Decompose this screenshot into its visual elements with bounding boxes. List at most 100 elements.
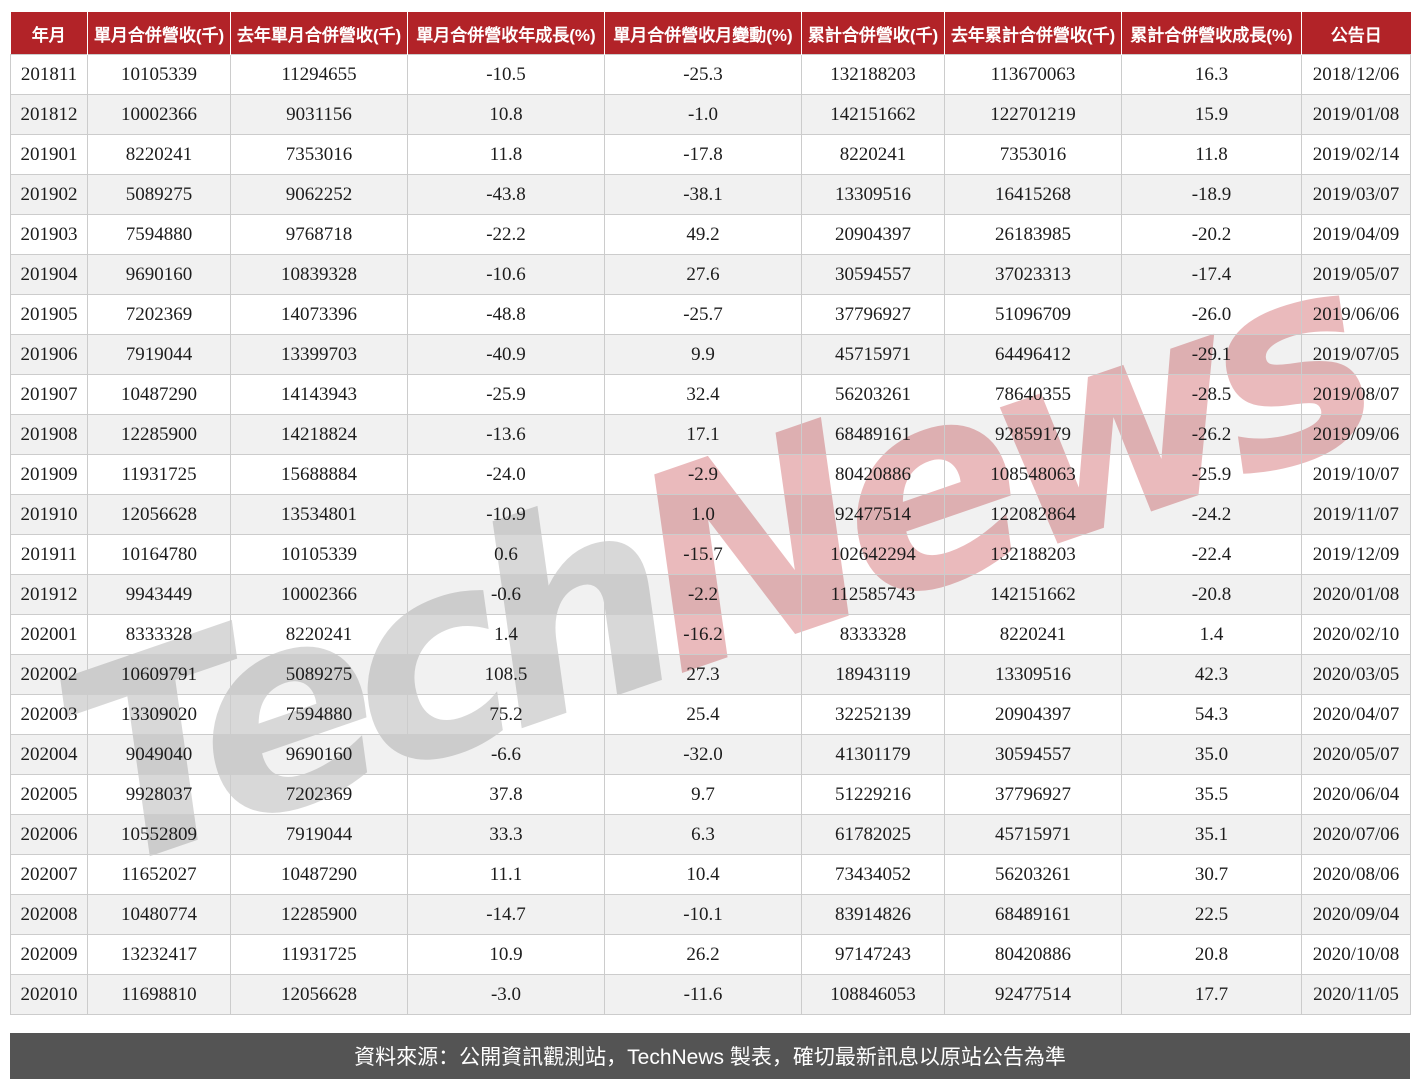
cell: 26.2 <box>604 934 802 975</box>
cell: 202002 <box>10 654 88 695</box>
table-row: 202006 10552809 7919044 33.3 6.3 61782025 4571… <box>10 814 1411 855</box>
cell: 10105339 <box>230 534 408 575</box>
cell: 2019/05/07 <box>1301 254 1411 295</box>
cell: -13.6 <box>407 414 605 455</box>
cell: 108548063 <box>944 454 1122 495</box>
cell: 202007 <box>10 854 88 895</box>
table-row: 202007 11652027 10487290 11.1 10.4 73434052 56… <box>10 854 1411 895</box>
cell: 202001 <box>10 614 88 655</box>
cell: -26.2 <box>1121 414 1302 455</box>
cell: 5089275 <box>230 654 408 695</box>
cell: -25.9 <box>1121 454 1302 495</box>
cell: 112585743 <box>801 574 945 615</box>
cell: 17.1 <box>604 414 802 455</box>
cell: 13232417 <box>87 934 231 975</box>
cell: -48.8 <box>407 294 605 335</box>
cell: 42.3 <box>1121 654 1302 695</box>
cell: 9.9 <box>604 334 802 375</box>
cell: 13309516 <box>801 174 945 215</box>
table-body: 201811 10105339 11294655 -10.5 -25.3 13218820… <box>10 54 1411 1015</box>
cell: -2.2 <box>604 574 802 615</box>
source-footer: 資料來源：公開資訊觀測站，TechNews 製表，確切最新訊息以原站公告為準 <box>10 1033 1410 1079</box>
cell: 2020/02/10 <box>1301 614 1411 655</box>
cell: 54.3 <box>1121 694 1302 735</box>
cell: 201908 <box>10 414 88 455</box>
cell: -6.6 <box>407 734 605 775</box>
cell: 2019/01/08 <box>1301 94 1411 135</box>
cell: 2018/12/06 <box>1301 54 1411 95</box>
cell: 10105339 <box>87 54 231 95</box>
cell: 2019/06/06 <box>1301 294 1411 335</box>
cell: 201812 <box>10 94 88 135</box>
cell: 8220241 <box>944 614 1122 655</box>
cell: 7202369 <box>87 294 231 335</box>
cell: 33.3 <box>407 814 605 855</box>
cell: 13399703 <box>230 334 408 375</box>
cell: 30594557 <box>801 254 945 295</box>
column-header: 單月合併營收月變動(%) <box>604 12 802 55</box>
cell: 9049040 <box>87 734 231 775</box>
cell: 12285900 <box>230 894 408 935</box>
cell: -24.2 <box>1121 494 1302 535</box>
table-row: 202009 13232417 11931725 10.9 26.2 97147243 80… <box>10 934 1411 975</box>
cell: -2.9 <box>604 454 802 495</box>
cell: 92477514 <box>801 494 945 535</box>
cell: 35.5 <box>1121 774 1302 815</box>
cell: 201906 <box>10 334 88 375</box>
table-row: 201910 12056628 13534801 -10.9 1.0 92477514 12… <box>10 494 1411 535</box>
cell: 1.0 <box>604 494 802 535</box>
table-header: 年月 單月合併營收(千) 去年單月合併營收(千) 單月合併營收年成長(%) 單月合併營收… <box>10 12 1411 55</box>
cell: -18.9 <box>1121 174 1302 215</box>
cell: 10002366 <box>87 94 231 135</box>
cell: 9928037 <box>87 774 231 815</box>
cell: -17.8 <box>604 134 802 175</box>
cell: 12056628 <box>87 494 231 535</box>
cell: 201907 <box>10 374 88 415</box>
cell: 2020/11/05 <box>1301 974 1411 1015</box>
cell: -3.0 <box>407 974 605 1015</box>
cell: 2019/11/07 <box>1301 494 1411 535</box>
cell: 201911 <box>10 534 88 575</box>
cell: 45715971 <box>944 814 1122 855</box>
cell: 1.4 <box>1121 614 1302 655</box>
source-footer-text: 資料來源：公開資訊觀測站，TechNews 製表，確切最新訊息以原站公告為準 <box>354 1046 1066 1069</box>
cell: 202006 <box>10 814 88 855</box>
cell: -22.2 <box>407 214 605 255</box>
cell: 9768718 <box>230 214 408 255</box>
cell: -1.0 <box>604 94 802 135</box>
column-header: 單月合併營收(千) <box>87 12 231 55</box>
cell: 102642294 <box>801 534 945 575</box>
column-header: 去年累計合併營收(千) <box>944 12 1122 55</box>
table-row: 201906 7919044 13399703 -40.9 9.9 45715971 644… <box>10 334 1411 375</box>
cell: 108846053 <box>801 974 945 1015</box>
cell: 8220241 <box>801 134 945 175</box>
cell: -10.6 <box>407 254 605 295</box>
table-row: 201912 9943449 10002366 -0.6 -2.2 112585743 14… <box>10 574 1411 615</box>
cell: -20.8 <box>1121 574 1302 615</box>
cell: 9062252 <box>230 174 408 215</box>
cell: 1.4 <box>407 614 605 655</box>
cell: 7202369 <box>230 774 408 815</box>
cell: -32.0 <box>604 734 802 775</box>
cell: 7919044 <box>230 814 408 855</box>
cell: 10839328 <box>230 254 408 295</box>
cell: 108.5 <box>407 654 605 695</box>
table-row: 202002 10609791 5089275 108.5 27.3 18943119 13… <box>10 654 1411 695</box>
cell: -29.1 <box>1121 334 1302 375</box>
cell: 51229216 <box>801 774 945 815</box>
cell: 2019/07/05 <box>1301 334 1411 375</box>
cell: 30594557 <box>944 734 1122 775</box>
cell: 2020/07/06 <box>1301 814 1411 855</box>
column-header: 去年單月合併營收(千) <box>230 12 408 55</box>
cell: 2019/10/07 <box>1301 454 1411 495</box>
cell: 2020/09/04 <box>1301 894 1411 935</box>
cell: 22.5 <box>1121 894 1302 935</box>
cell: 11.8 <box>407 134 605 175</box>
cell: 2019/02/14 <box>1301 134 1411 175</box>
cell: -15.7 <box>604 534 802 575</box>
cell: 202009 <box>10 934 88 975</box>
cell: 83914826 <box>801 894 945 935</box>
cell: 14143943 <box>230 374 408 415</box>
cell: 202003 <box>10 694 88 735</box>
